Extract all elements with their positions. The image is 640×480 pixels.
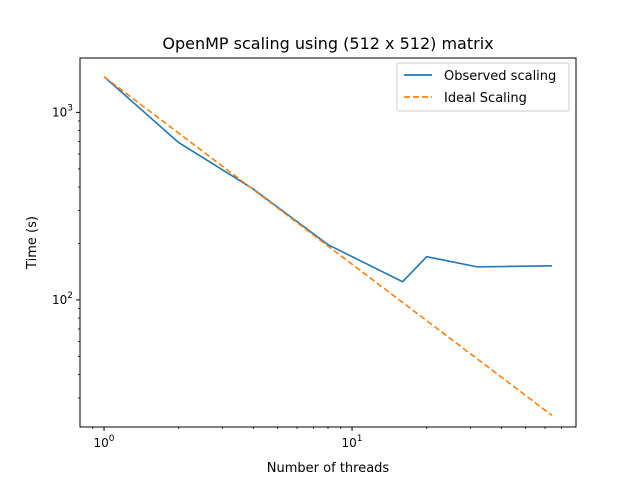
legend-label-ideal-scaling: Ideal Scaling <box>444 91 527 106</box>
plot-area <box>79 57 577 428</box>
x-axis-label: Number of threads <box>267 461 390 476</box>
chart-title: OpenMP scaling using (512 x 512) matrix <box>162 34 493 53</box>
y-axis-ticks: 102 103 <box>52 103 80 399</box>
legend-box <box>396 62 570 112</box>
x-axis-ticks: 100 101 <box>92 427 563 450</box>
series-line-observed-scaling <box>103 76 552 283</box>
legend-label-observed-scaling: Observed scaling <box>444 69 556 84</box>
y-axis-label: Time (s) <box>25 216 40 270</box>
x-tick-label: 101 <box>342 434 363 450</box>
y-tick-label: 102 <box>52 291 73 307</box>
legend: Observed scaling Ideal Scaling <box>396 62 570 112</box>
series-line-ideal-scaling <box>103 76 553 417</box>
series-layer <box>103 76 553 417</box>
x-tick-label: 100 <box>94 434 115 450</box>
y-tick-label: 103 <box>52 103 73 119</box>
